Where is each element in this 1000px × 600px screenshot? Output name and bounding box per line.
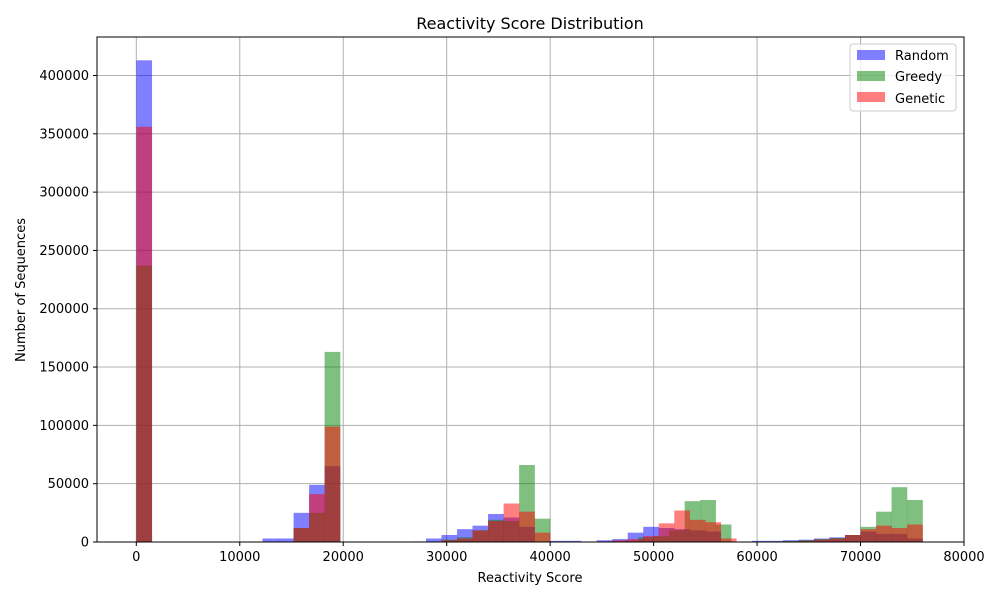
histogram-bar-genetic <box>891 528 908 542</box>
histogram-bar-random <box>751 540 768 542</box>
x-tick-label: 20000 <box>323 550 364 565</box>
histogram-bar-genetic <box>860 529 877 542</box>
histogram-bar-random <box>441 535 458 542</box>
histogram-bar-genetic <box>519 511 535 542</box>
histogram-bar-genetic <box>658 523 675 542</box>
y-tick-label: 50000 <box>48 477 89 492</box>
y-tick-label: 400000 <box>39 69 89 84</box>
histogram-bar-genetic <box>324 426 341 542</box>
y-tick-label: 300000 <box>39 186 89 201</box>
histogram-bar-genetic <box>503 503 520 542</box>
histogram-bar-genetic <box>441 540 458 542</box>
histogram-bar-genetic <box>643 536 659 542</box>
x-tick-label: 0 <box>132 550 140 565</box>
histogram-bar-genetic <box>309 494 325 542</box>
histogram-bar-genetic <box>720 538 737 542</box>
legend: Random Greedy Genetic <box>849 43 957 112</box>
histogram-bar-genetic <box>813 539 830 542</box>
series-genetic <box>136 126 923 542</box>
y-tick-label: 0 <box>81 536 89 551</box>
histogram-bar-genetic <box>845 535 861 542</box>
y-tick-label: 150000 <box>39 361 89 376</box>
histogram-bar-random <box>278 538 294 542</box>
chart-title: Reactivity Score Distribution <box>416 14 644 33</box>
histogram-bar-genetic <box>674 510 691 542</box>
legend-label-greedy: Greedy <box>895 70 942 85</box>
y-tick-label: 200000 <box>39 302 89 317</box>
y-tick-label: 350000 <box>39 127 89 142</box>
ticks: 0 10000 20000 30000 40000 50000 60000 70000 8000… <box>39 69 984 565</box>
legend-swatch-genetic <box>857 92 885 102</box>
x-tick-label: 60000 <box>736 550 777 565</box>
y-axis-label: Number of Sequences <box>14 218 29 362</box>
histogram-bar-genetic <box>612 540 628 542</box>
histogram-bar-random <box>262 538 279 542</box>
histogram-bar-genetic <box>705 522 722 542</box>
x-tick-label: 70000 <box>840 550 881 565</box>
histogram-bar-genetic <box>907 524 923 542</box>
histogram-bar-genetic <box>689 519 706 542</box>
x-tick-label: 50000 <box>633 550 674 565</box>
histogram-bar-genetic <box>136 126 153 542</box>
histogram-bar-random <box>426 538 442 542</box>
histogram-bar-genetic <box>472 530 489 542</box>
plot-frame <box>96 36 965 543</box>
histogram-bar-random <box>550 540 566 542</box>
bars <box>136 60 923 543</box>
legend-label-genetic: Genetic <box>895 92 945 107</box>
x-tick-label: 30000 <box>426 550 467 565</box>
legend-swatch-random <box>857 50 885 60</box>
x-axis-label: Reactivity Score <box>478 571 583 586</box>
legend-swatch-greedy <box>857 71 885 81</box>
histogram-bar-random <box>565 540 582 542</box>
y-tick-label: 100000 <box>39 419 89 434</box>
histogram-bar-genetic <box>293 528 310 542</box>
histogram-bar-genetic <box>534 532 551 542</box>
histogram-bar-genetic <box>876 525 892 542</box>
x-tick-label: 40000 <box>529 550 570 565</box>
x-tick-label: 80000 <box>943 550 984 565</box>
y-tick-label: 250000 <box>39 244 89 259</box>
histogram-bar-random <box>596 540 613 542</box>
histogram-bar-genetic <box>488 521 504 542</box>
histogram-bar-genetic <box>457 538 473 542</box>
histogram-bar-genetic <box>627 539 644 542</box>
legend-label-random: Random <box>895 49 949 64</box>
histogram-bar-random <box>627 532 644 542</box>
histogram-bar-random <box>767 540 784 542</box>
x-tick-label: 10000 <box>219 550 260 565</box>
histogram-bar-genetic <box>829 538 846 542</box>
histogram-bar-genetic <box>798 540 815 542</box>
